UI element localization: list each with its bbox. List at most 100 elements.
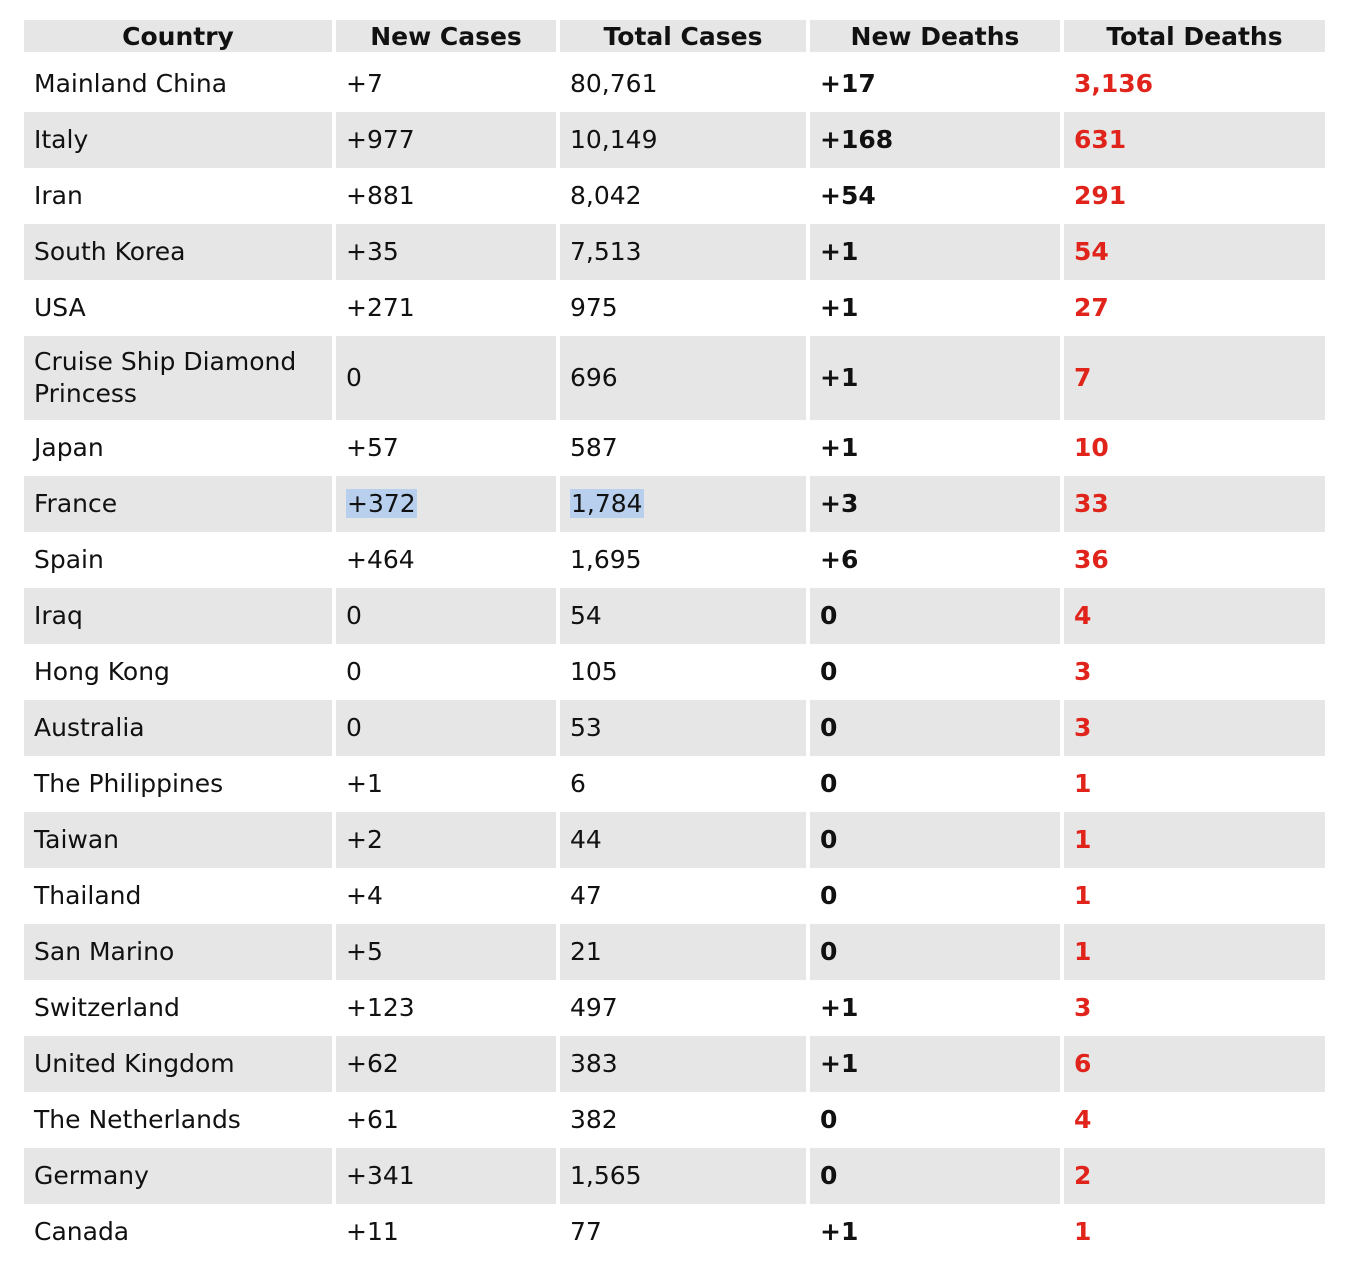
- cell-new-deaths: +1: [810, 420, 1064, 476]
- cell-new-cases: 0: [336, 336, 560, 420]
- cell-total-cases[interactable]: 1,784: [560, 476, 810, 532]
- header-total-cases[interactable]: Total Cases: [560, 20, 810, 56]
- table-row: Thailand +4 47 0 1: [24, 868, 1325, 924]
- table-row: Australia 0 53 0 3: [24, 700, 1325, 756]
- cell-total-cases: 10,149: [560, 112, 810, 168]
- cell-total-deaths: 54: [1064, 224, 1325, 280]
- cell-new-cases: +57: [336, 420, 560, 476]
- cell-total-deaths: 4: [1064, 588, 1325, 644]
- table-row: The Netherlands +61 382 0 4: [24, 1092, 1325, 1148]
- cell-total-cases: 80,761: [560, 56, 810, 112]
- cell-country: United Kingdom: [24, 1036, 336, 1092]
- cell-country: Japan: [24, 420, 336, 476]
- cell-country: Thailand: [24, 868, 336, 924]
- cell-new-cases: 0: [336, 700, 560, 756]
- cell-total-cases: 6: [560, 756, 810, 812]
- cell-country: Switzerland: [24, 980, 336, 1036]
- stats-table-container: Country New Cases Total Cases New Deaths…: [24, 20, 1325, 1260]
- cell-new-deaths: +1: [810, 336, 1064, 420]
- cell-new-deaths: +6: [810, 532, 1064, 588]
- cell-total-cases: 47: [560, 868, 810, 924]
- cell-total-deaths: 1: [1074, 1217, 1092, 1246]
- cell-new-deaths: 0: [810, 700, 1064, 756]
- cell-total-cases: 53: [560, 700, 810, 756]
- cell-country: Taiwan: [24, 812, 336, 868]
- cell-total-deaths: 291: [1074, 181, 1127, 210]
- cell-total-cases: 1,695: [560, 532, 810, 588]
- cell-country: USA: [24, 280, 336, 336]
- cell-total-deaths: 33: [1064, 476, 1325, 532]
- cell-new-cases: +881: [336, 168, 560, 224]
- cell-new-cases: +341: [336, 1148, 560, 1204]
- table-row: France +372 1,784 +3 33: [24, 476, 1325, 532]
- selected-text[interactable]: 1,784: [570, 489, 644, 518]
- table-row: Mainland China +7 80,761 +17 3,136: [24, 56, 1325, 112]
- cell-total-cases: 1,565: [560, 1148, 810, 1204]
- cell-country: Spain: [24, 532, 336, 588]
- cell-country: Hong Kong: [24, 644, 336, 700]
- cell-total-cases: 497: [560, 980, 810, 1036]
- cell-total-deaths: 7: [1064, 336, 1325, 420]
- cell-country: Italy: [24, 112, 336, 168]
- cell-new-deaths: 0: [810, 812, 1064, 868]
- cell-total-deaths: 1: [1064, 812, 1325, 868]
- cell-total-cases: 21: [560, 924, 810, 980]
- cell-total-deaths: 631: [1064, 112, 1325, 168]
- cell-new-cases: +1: [336, 756, 560, 812]
- cell-new-cases[interactable]: +372: [336, 476, 560, 532]
- cell-new-cases: +11: [336, 1204, 560, 1260]
- cell-total-cases: 105: [560, 644, 810, 700]
- selected-text[interactable]: +372: [346, 489, 417, 518]
- cell-total-cases: 7,513: [560, 224, 810, 280]
- cell-new-deaths: +17: [810, 56, 1064, 112]
- table-row: Spain +464 1,695 +6 36: [24, 532, 1325, 588]
- table-row: Iran +881 8,042 +54 291: [24, 168, 1325, 224]
- table-row: USA +271 975 +1 27: [24, 280, 1325, 336]
- cell-new-deaths: +1: [810, 1036, 1064, 1092]
- cell-total-deaths: 3: [1074, 657, 1092, 686]
- cell-new-deaths: 0: [810, 1092, 1064, 1148]
- cell-country: Germany: [24, 1148, 336, 1204]
- cell-new-cases: +977: [336, 112, 560, 168]
- cell-total-cases: 54: [560, 588, 810, 644]
- cell-new-cases: 0: [336, 588, 560, 644]
- cell-country: Mainland China: [24, 56, 336, 112]
- cell-total-deaths: 1: [1064, 924, 1325, 980]
- cell-new-cases: 0: [336, 644, 560, 700]
- table-row: Germany +341 1,565 0 2: [24, 1148, 1325, 1204]
- cell-new-cases: +271: [336, 280, 560, 336]
- cell-new-cases: +4: [336, 868, 560, 924]
- table-row: Italy +977 10,149 +168 631: [24, 112, 1325, 168]
- header-new-deaths[interactable]: New Deaths: [810, 20, 1064, 56]
- cell-new-deaths: 0: [810, 644, 1064, 700]
- cell-total-deaths: 1: [1074, 881, 1092, 910]
- header-total-deaths[interactable]: Total Deaths: [1064, 20, 1325, 56]
- cell-new-deaths: +1: [810, 224, 1064, 280]
- table-header-row: Country New Cases Total Cases New Deaths…: [24, 20, 1325, 56]
- table-row: The Philippines +1 6 0 1: [24, 756, 1325, 812]
- cell-total-deaths: 1: [1074, 769, 1092, 798]
- table-row: Switzerland +123 497 +1 3: [24, 980, 1325, 1036]
- cell-new-deaths: 0: [810, 756, 1064, 812]
- cell-new-cases: +5: [336, 924, 560, 980]
- cell-new-cases: +61: [336, 1092, 560, 1148]
- table-row: Canada +11 77 +1 1: [24, 1204, 1325, 1260]
- header-new-cases[interactable]: New Cases: [336, 20, 560, 56]
- cell-total-deaths: 3,136: [1074, 69, 1154, 98]
- cell-total-deaths: 10: [1074, 433, 1109, 462]
- cell-new-deaths: +1: [810, 980, 1064, 1036]
- cell-country: France: [24, 476, 336, 532]
- cell-total-deaths: 36: [1074, 545, 1109, 574]
- cell-total-deaths: 3: [1064, 700, 1325, 756]
- cell-country: San Marino: [24, 924, 336, 980]
- cell-new-cases: +7: [336, 56, 560, 112]
- table-row: San Marino +5 21 0 1: [24, 924, 1325, 980]
- cell-new-deaths: 0: [810, 1148, 1064, 1204]
- cell-new-cases: +123: [336, 980, 560, 1036]
- cell-country: Iran: [24, 168, 336, 224]
- cell-total-cases: 8,042: [560, 168, 810, 224]
- cell-new-deaths: +1: [810, 280, 1064, 336]
- table-row: Japan +57 587 +1 10: [24, 420, 1325, 476]
- cell-total-cases: 44: [560, 812, 810, 868]
- header-country[interactable]: Country: [24, 20, 336, 56]
